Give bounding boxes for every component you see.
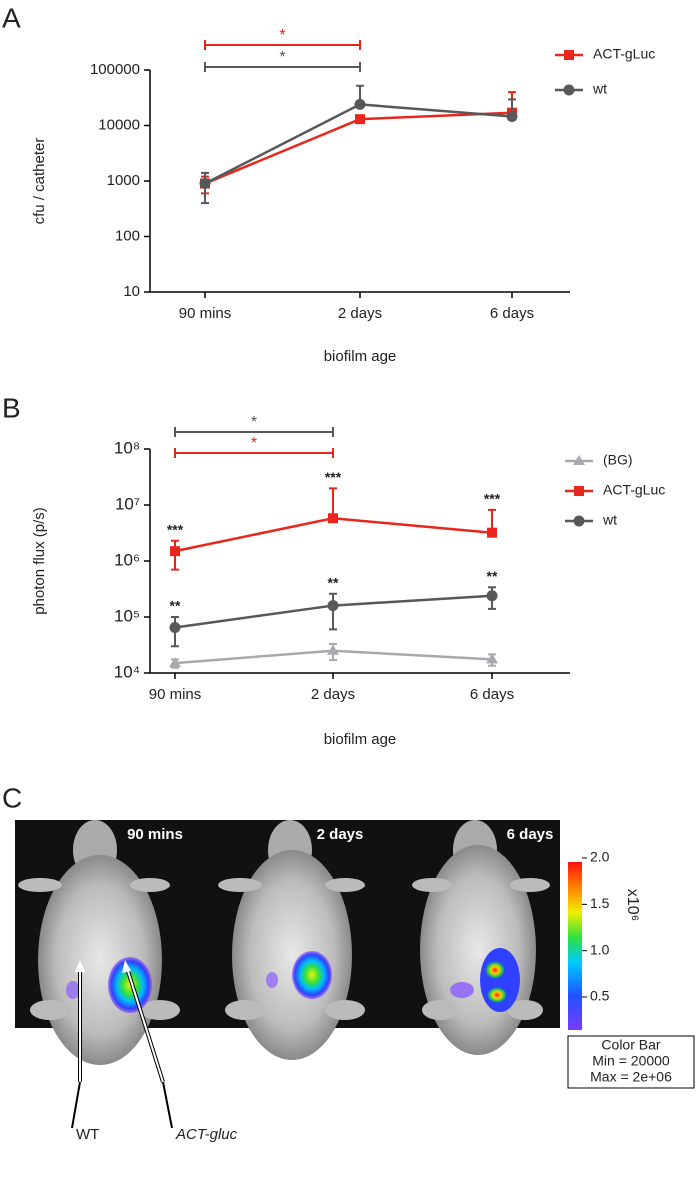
color-bar xyxy=(568,862,582,1030)
y-tick-label: 100000 xyxy=(90,61,140,78)
x-axis-label: biofilm age xyxy=(324,731,397,748)
colorbar-box-text: Min = 20000 xyxy=(592,1053,670,1069)
arrow-head xyxy=(75,960,85,972)
significance-bracket xyxy=(204,62,361,72)
significance-label: ** xyxy=(487,568,498,584)
panel-label: A xyxy=(2,2,21,33)
panel-c-image xyxy=(15,820,695,1089)
mouse xyxy=(412,820,550,1055)
significance-label: *** xyxy=(167,521,184,537)
arrow xyxy=(162,1081,173,1129)
panel-label: C xyxy=(2,782,22,813)
colorbar-unit: x10⁶ xyxy=(624,889,641,921)
y-tick-label: 1000 xyxy=(107,172,140,189)
x-tick-label: 6 days xyxy=(490,305,534,322)
significance-bracket xyxy=(174,448,334,458)
colorbar-tick-label: 2.0 xyxy=(590,849,610,865)
x-axis-label: biofilm age xyxy=(324,348,397,365)
legend-label: ACT-gLuc xyxy=(603,482,665,498)
legend-label: ACT-gLuc xyxy=(593,46,655,62)
y-tick-label: 10⁸ xyxy=(114,438,140,457)
bracket-label: * xyxy=(251,435,257,452)
y-tick-label: 10000 xyxy=(98,116,140,133)
x-tick-label: 2 days xyxy=(338,305,382,322)
colorbar-box-text: Color Bar xyxy=(601,1037,660,1053)
bracket-label: * xyxy=(251,414,257,431)
x-tick-label: 90 mins xyxy=(149,686,202,703)
image-label: 90 mins xyxy=(127,826,183,843)
x-tick-label: 2 days xyxy=(311,686,355,703)
y-tick-label: 10⁵ xyxy=(114,606,140,625)
x-tick-label: 90 mins xyxy=(179,305,232,322)
marker xyxy=(574,486,584,496)
marker xyxy=(573,515,585,527)
mouse xyxy=(18,820,180,1065)
colorbar-tick-label: 1.0 xyxy=(590,941,610,957)
arrow xyxy=(71,1081,81,1129)
significance-bracket xyxy=(174,427,334,437)
significance-label: ** xyxy=(170,598,181,614)
marker xyxy=(563,84,575,96)
marker xyxy=(487,527,497,538)
arrow-head xyxy=(122,960,131,973)
x-tick-label: 6 days xyxy=(470,686,514,703)
colorbar-tick-label: 1.5 xyxy=(590,895,610,911)
significance-label: *** xyxy=(325,469,342,485)
panel-label: B xyxy=(2,392,21,423)
mouse xyxy=(218,820,365,1060)
significance-bracket xyxy=(204,40,361,50)
colorbar-box-text: Max = 2e+06 xyxy=(590,1069,672,1085)
marker xyxy=(486,590,498,602)
arrow-label: WT xyxy=(76,1126,99,1143)
marker xyxy=(327,600,339,612)
marker xyxy=(355,114,365,125)
bracket-label: * xyxy=(279,27,285,44)
y-tick-label: 10⁶ xyxy=(114,550,140,569)
marker xyxy=(486,653,498,664)
bracket-label: * xyxy=(279,49,285,66)
marker xyxy=(169,657,181,668)
colorbar-tick-label: 0.5 xyxy=(590,988,610,1004)
legend-label: wt xyxy=(602,512,617,528)
marker xyxy=(564,50,574,60)
error-bar xyxy=(329,592,337,631)
marker xyxy=(573,455,585,465)
y-tick-label: 10⁷ xyxy=(115,494,140,513)
marker xyxy=(169,621,181,633)
y-tick-label: 100 xyxy=(115,227,140,244)
y-axis-label: photon flux (p/s) xyxy=(31,507,48,615)
marker xyxy=(170,546,180,557)
marker xyxy=(354,98,366,110)
significance-label: ** xyxy=(328,574,339,590)
arrow-label: ACT-gluc xyxy=(175,1126,238,1143)
image-label: 2 days xyxy=(317,826,364,843)
marker xyxy=(506,111,518,123)
marker xyxy=(328,513,338,524)
y-tick-label: 10⁴ xyxy=(114,662,140,681)
arrow xyxy=(126,967,164,1083)
legend-label: (BG) xyxy=(603,452,633,468)
marker xyxy=(199,178,211,190)
y-tick-label: 10 xyxy=(123,283,140,300)
y-axis-label: cfu / catheter xyxy=(31,138,48,225)
legend-label: wt xyxy=(592,81,607,97)
image-label: 6 days xyxy=(507,826,554,843)
marker xyxy=(327,644,339,655)
significance-label: *** xyxy=(484,491,501,507)
color-bar-box xyxy=(567,1035,695,1089)
